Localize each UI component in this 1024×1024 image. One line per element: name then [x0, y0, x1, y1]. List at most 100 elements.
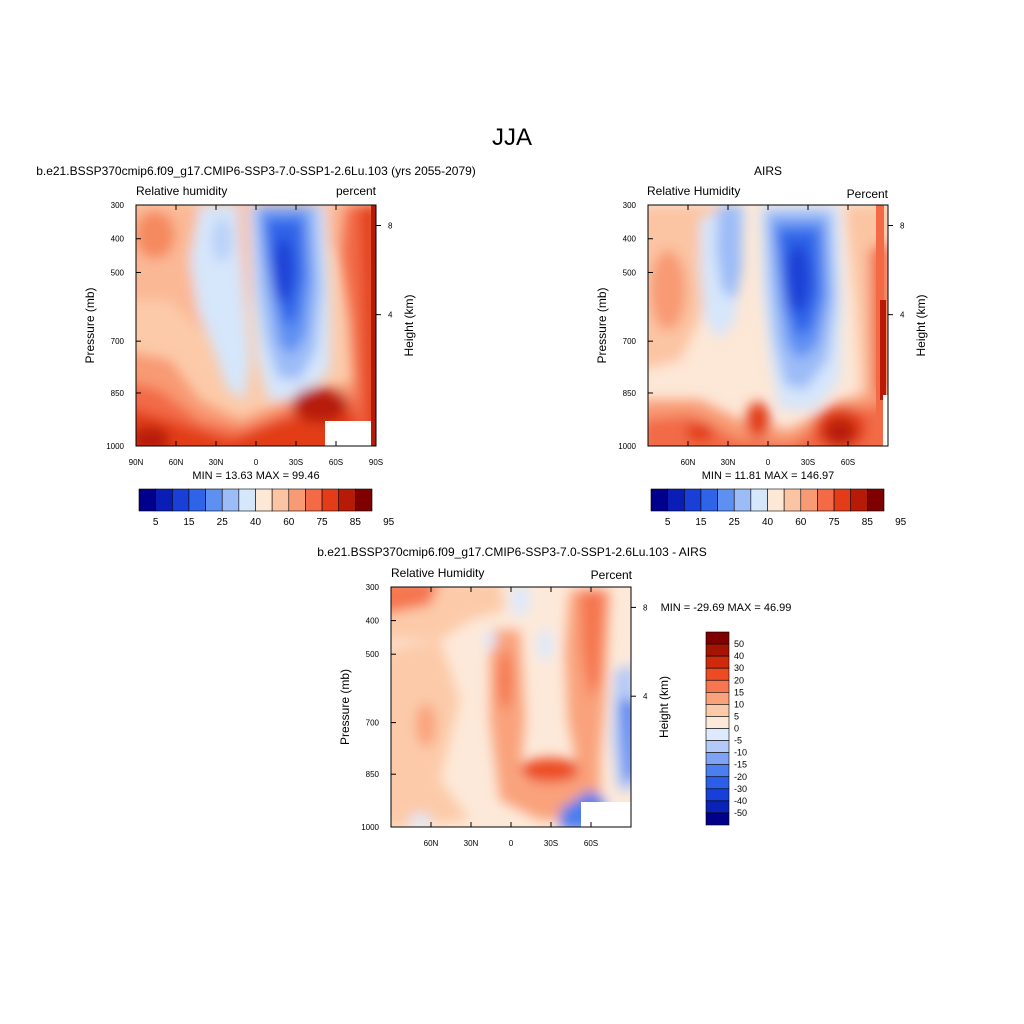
colorbar-label: 75 [317, 517, 329, 528]
y-tick-label: 1000 [361, 823, 379, 832]
colorbar-cell [705, 643, 730, 657]
colorbar-label: -15 [734, 760, 747, 770]
x-tick-label: 30S [801, 458, 815, 467]
page-title: JJA [492, 124, 532, 151]
y-tick-label: 1000 [106, 442, 124, 451]
panel-model-title: b.e21.BSSP370cmip6.f09_g17.CMIP6-SSP3-7.… [36, 164, 476, 178]
y-tick-label: 500 [366, 650, 380, 659]
panel-model-axes: 300 400 500 700 850 1000 8 4 90N 60N 30N 0 30S 60S 90S… [83, 201, 416, 467]
colorbar-cell [705, 667, 730, 681]
y-tick-label: 400 [623, 235, 637, 244]
panel-diff-field [391, 587, 631, 827]
colorbar-cell [705, 679, 730, 693]
colorbar-cell [750, 488, 768, 512]
y-axis-label: Pressure (mb) [338, 669, 352, 745]
panel-airs: AIRS Relative Humidity Percent [595, 164, 928, 528]
colorbar-cell [700, 488, 718, 512]
colorbar-label: 30 [734, 663, 744, 673]
colorbar-label: 15 [695, 517, 707, 528]
colorbar-cell [155, 488, 173, 512]
colorbar-label: 5 [665, 517, 671, 528]
colorbar-cell [338, 488, 356, 512]
panel-model-left-label: Relative humidity [136, 184, 227, 198]
panel-diff-stats: MIN = -29.69 MAX = 46.99 [661, 602, 792, 614]
colorbar-label: 15 [734, 687, 744, 697]
y-tick-label: 300 [111, 201, 125, 210]
panel-diff-right-label: Percent [591, 568, 633, 582]
y2-tick-label: 4 [643, 692, 648, 701]
y2-tick-label: 4 [900, 311, 905, 320]
y-tick-label: 850 [111, 389, 125, 398]
x-tick-label: 60S [584, 839, 598, 848]
x-tick-label: 0 [254, 458, 259, 467]
colorbar-cell [705, 812, 730, 826]
colorbar-label: -50 [734, 808, 747, 818]
x-tick-label: 30S [544, 839, 558, 848]
panel-diff-left-label: Relative Humidity [391, 566, 484, 580]
x-tick-label: 30S [289, 458, 303, 467]
colorbar-cell [355, 488, 373, 512]
colorbar-cell [705, 788, 730, 802]
x-tick-label: 0 [766, 458, 771, 467]
colorbar-label: 25 [217, 517, 229, 528]
y-tick-label: 700 [111, 337, 125, 346]
colorbar-label: 40 [734, 651, 744, 661]
y2-axis-label: Height (km) [402, 294, 416, 356]
y-axis-label: Pressure (mb) [83, 287, 97, 363]
colorbar-label: 95 [383, 517, 395, 528]
y2-axis-label: Height (km) [657, 676, 671, 738]
colorbar-cell [305, 488, 323, 512]
y-tick-label: 500 [623, 268, 637, 277]
colorbar-cell [705, 692, 730, 705]
panel-airs-axes: 300 400 500 700 850 1000 8 4 60N 30N 0 30S 60S Pressu… [595, 201, 928, 467]
colorbar-label: 40 [762, 517, 774, 528]
colorbar-label: 85 [350, 517, 362, 528]
colorbar-label: 85 [862, 517, 874, 528]
colorbar-label: -30 [734, 784, 747, 794]
colorbar-cell [705, 776, 730, 790]
panel-airs-right-label: Percent [847, 187, 889, 201]
colorbar-cell [205, 488, 223, 512]
y-tick-label: 300 [366, 583, 380, 592]
colorbar-cell [705, 728, 730, 741]
y-tick-label: 850 [366, 770, 380, 779]
colorbar-cell [767, 488, 785, 512]
colorbar-label: 75 [829, 517, 841, 528]
y-tick-label: 500 [111, 268, 125, 277]
x-tick-label: 60S [841, 458, 855, 467]
y-axis-label: Pressure (mb) [595, 287, 609, 363]
colorbar-label: 0 [734, 724, 739, 734]
y2-tick-label: 8 [643, 603, 648, 612]
colorbar-label: 40 [250, 517, 262, 528]
colorbar-cell [705, 631, 730, 645]
colorbar-label: 20 [734, 675, 744, 685]
x-tick-label: 0 [509, 839, 514, 848]
colorbar-cell [683, 488, 702, 512]
colorbar-cell [705, 716, 730, 729]
colorbar-label: 25 [729, 517, 741, 528]
colorbar-label: -5 [734, 736, 742, 746]
colorbar-cell [733, 488, 752, 512]
colorbar-cell [800, 488, 818, 512]
colorbar-cell [221, 488, 240, 512]
y-tick-label: 700 [366, 719, 380, 728]
colorbar-cell [138, 488, 156, 512]
y2-axis-label: Height (km) [914, 294, 928, 356]
y-tick-label: 400 [111, 235, 125, 244]
x-tick-label: 30N [464, 839, 479, 848]
colorbar-cell [705, 800, 730, 814]
colorbar-cell [238, 488, 256, 512]
colorbar-cell [705, 740, 730, 753]
y2-tick-label: 4 [388, 311, 393, 320]
colorbar-cell [188, 488, 206, 512]
colorbar-label: 95 [895, 517, 907, 528]
colorbar-cell [705, 752, 730, 765]
colorbar-label: 5 [734, 711, 739, 721]
panel-airs-field [648, 205, 888, 446]
y-tick-label: 700 [623, 337, 637, 346]
panel-airs-title: AIRS [754, 164, 782, 178]
y-tick-label: 1000 [618, 442, 636, 451]
colorbar-label: -40 [734, 796, 747, 806]
